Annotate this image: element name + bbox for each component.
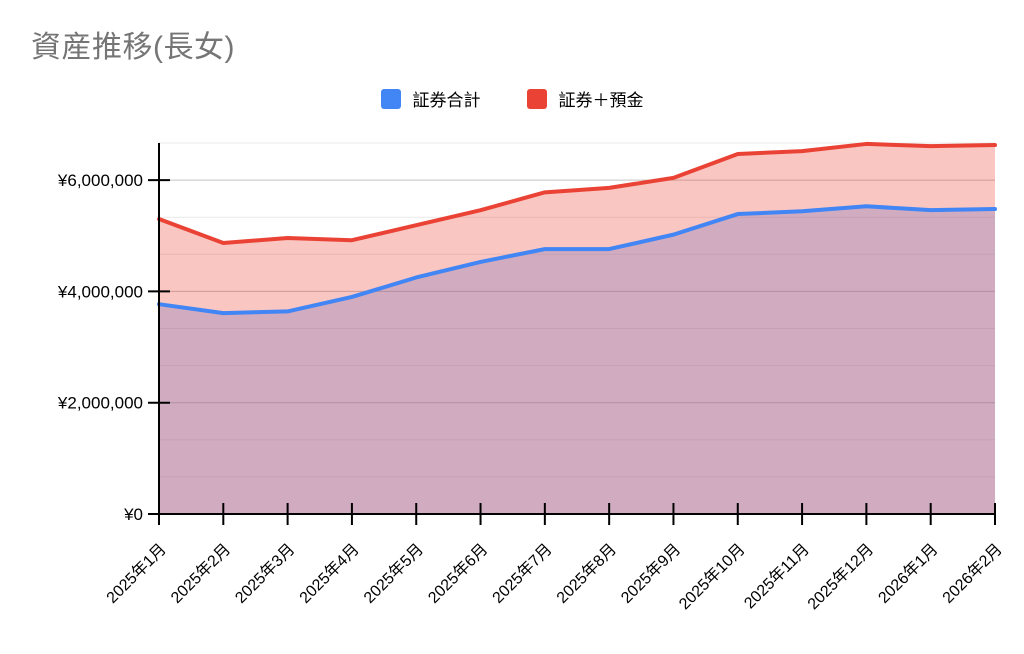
- x-axis-label: 2026年1月: [875, 540, 942, 607]
- x-axis-label: 2025年7月: [489, 540, 556, 607]
- chart-title: 資産推移(長女): [31, 31, 235, 64]
- x-axis-label: 2026年2月: [939, 540, 1006, 607]
- x-axis-label: 2025年10月: [675, 540, 748, 613]
- legend-item-securities-plus-deposits[interactable]: 証券＋預金: [526, 86, 644, 111]
- x-axis-label: 2025年11月: [741, 540, 813, 612]
- series-line-0[interactable]: [157, 204, 997, 316]
- x-axis-label: 2025年2月: [167, 540, 234, 607]
- legend-label-securities-plus-deposits: 証券＋預金: [558, 91, 644, 110]
- legend-swatch-securities-plus-deposits: [526, 88, 547, 109]
- x-axis-label: 2025年8月: [553, 540, 620, 607]
- y-axis-label: ¥0: [123, 505, 143, 524]
- chart-legend: 証券合計 証券＋預金: [0, 86, 1024, 111]
- legend-item-securities-total[interactable]: 証券合計: [380, 86, 481, 111]
- area-fill-1: [159, 143, 995, 514]
- x-axis-label: 2025年9月: [617, 540, 684, 607]
- x-axis-label: 2025年12月: [804, 540, 877, 613]
- series-line-1[interactable]: [157, 141, 997, 245]
- x-axis-label: 2025年4月: [296, 540, 363, 607]
- x-axis-label: 2025年3月: [232, 540, 299, 607]
- x-axis-label: 2025年5月: [360, 540, 427, 607]
- x-axis-label: 2025年6月: [425, 540, 492, 607]
- x-axis-label: 2025年1月: [103, 540, 170, 607]
- y-axis-label: ¥6,000,000: [57, 171, 143, 190]
- legend-swatch-securities-total: [380, 88, 401, 109]
- legend-label-securities-total: 証券合計: [412, 91, 481, 110]
- area-fill-0: [159, 206, 995, 515]
- y-axis-label: ¥2,000,000: [57, 394, 143, 413]
- y-axis-label: ¥4,000,000: [57, 282, 143, 301]
